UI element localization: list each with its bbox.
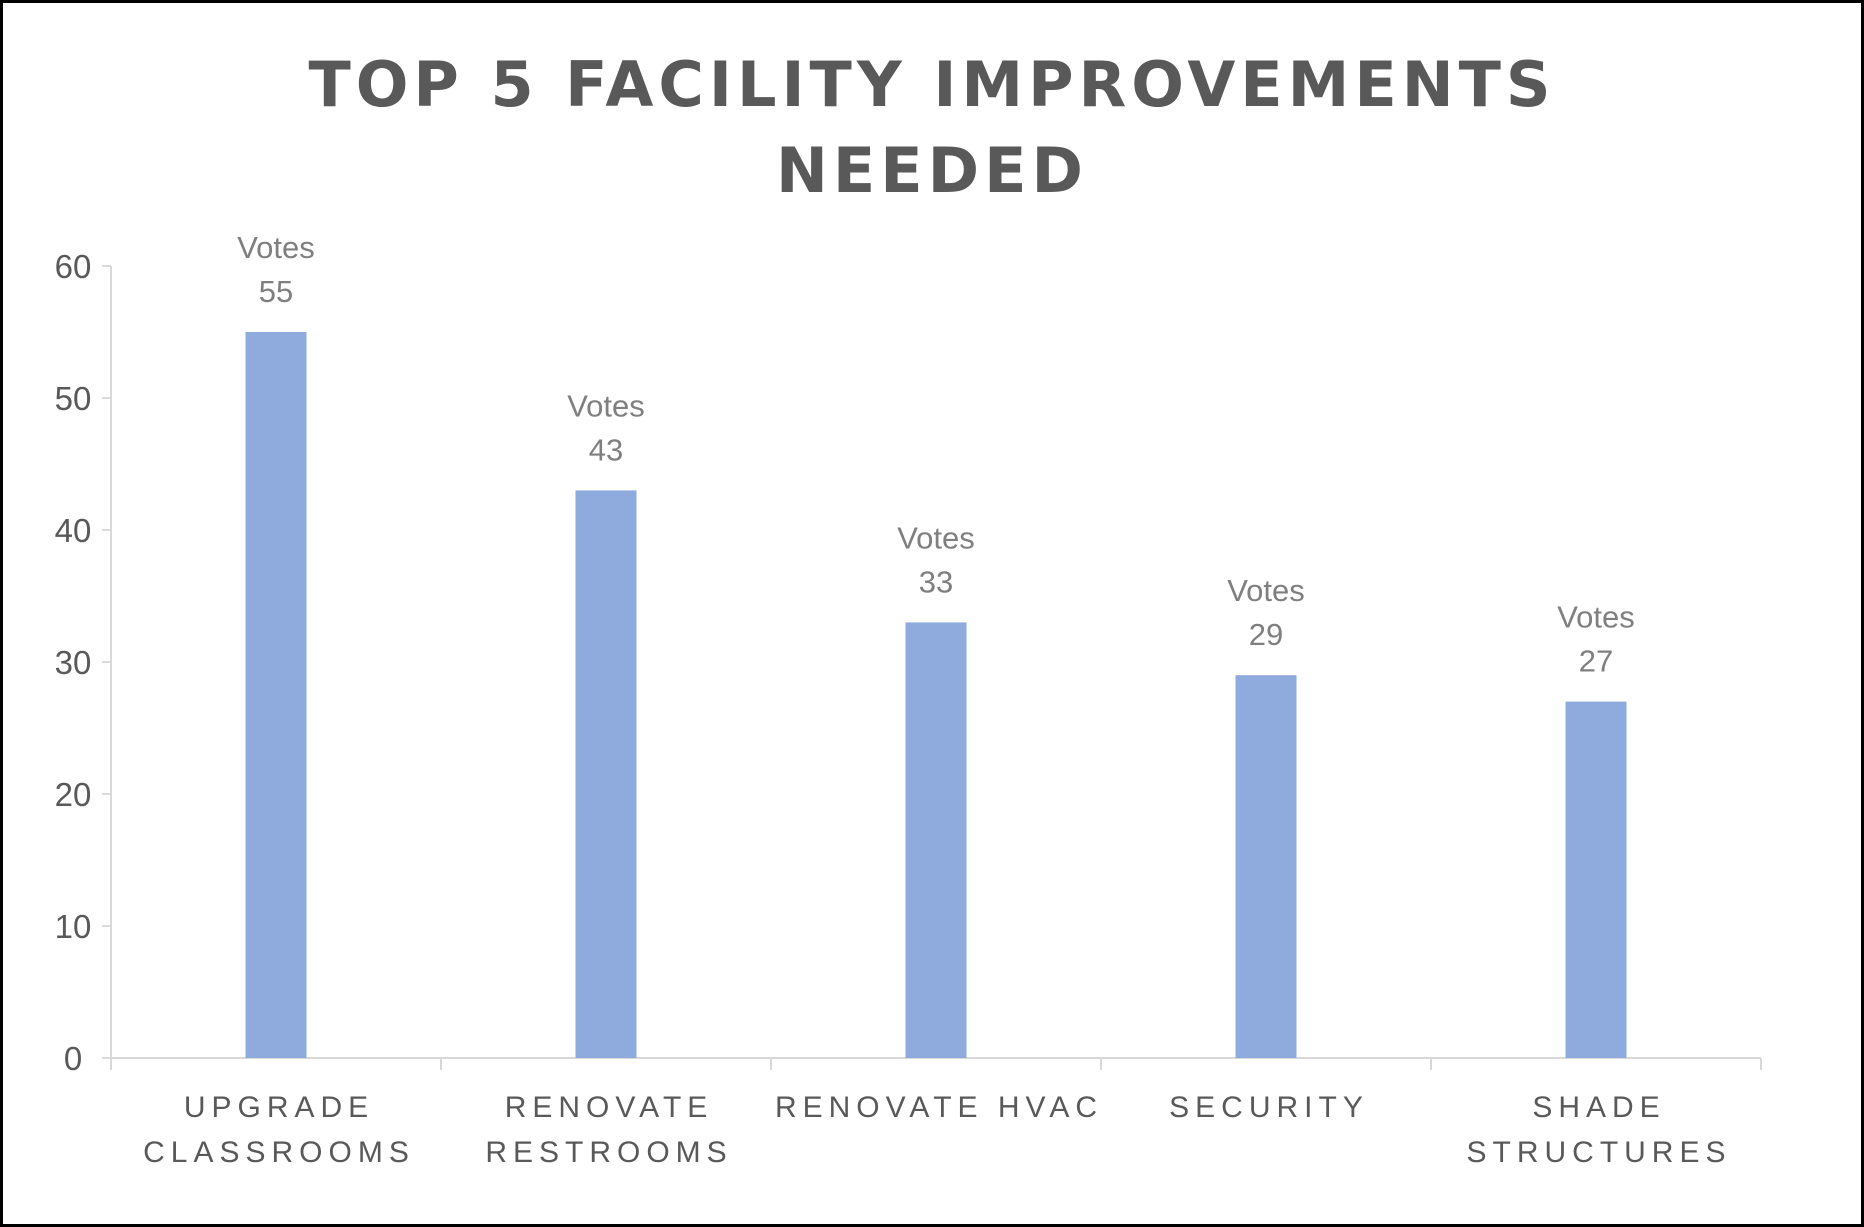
y-tick-label: 10 <box>55 908 92 945</box>
bars <box>245 332 1627 1058</box>
y-axis: 0 10 20 30 40 50 60 <box>55 248 112 1077</box>
category-label: RENOVATE HVAC <box>775 1091 1103 1124</box>
data-label-value: 43 <box>589 432 623 467</box>
y-tick-label: 50 <box>55 380 92 417</box>
y-tick-label: 0 <box>64 1040 82 1077</box>
bar <box>1235 675 1297 1058</box>
chart-title-line-1: TOP 5 FACILITY IMPROVEMENTS <box>308 48 1556 121</box>
y-tick-label: 40 <box>55 512 92 549</box>
chart-title: TOP 5 FACILITY IMPROVEMENTS NEEDED <box>0 42 1864 214</box>
bar <box>575 490 637 1058</box>
x-axis <box>110 1057 1762 1070</box>
category-labels: UPGRADE CLASSROOMS RENOVATE RESTROOMS RENOVA… <box>143 1091 1731 1169</box>
data-label-value: 55 <box>259 274 293 309</box>
category-label: SECURITY <box>1169 1091 1369 1124</box>
data-label-series: Votes <box>237 230 315 265</box>
category-label: RESTROOMS <box>485 1136 732 1169</box>
category-label: STRUCTURES <box>1466 1136 1731 1169</box>
y-tick-label: 60 <box>55 248 92 285</box>
data-label-series: Votes <box>1227 573 1305 608</box>
y-tick-label: 20 <box>55 776 92 813</box>
bar <box>245 332 307 1058</box>
category-label: UPGRADE <box>184 1091 374 1124</box>
data-label-series: Votes <box>567 388 645 423</box>
data-label-value: 33 <box>919 564 953 599</box>
data-label-value: 29 <box>1249 617 1283 652</box>
data-labels: Votes 55 Votes 43 Votes 33 Votes 29 Votes 27 <box>237 230 1635 679</box>
category-label: SHADE <box>1532 1091 1665 1124</box>
data-label-value: 27 <box>1579 644 1613 679</box>
chart-title-line-2: NEEDED <box>776 134 1088 207</box>
category-label: CLASSROOMS <box>143 1136 415 1169</box>
bar <box>905 622 967 1058</box>
data-label-series: Votes <box>1557 600 1635 635</box>
data-label-series: Votes <box>897 520 975 555</box>
category-label: RENOVATE <box>505 1091 714 1124</box>
bar <box>1565 701 1627 1058</box>
y-tick-label: 30 <box>55 644 92 681</box>
